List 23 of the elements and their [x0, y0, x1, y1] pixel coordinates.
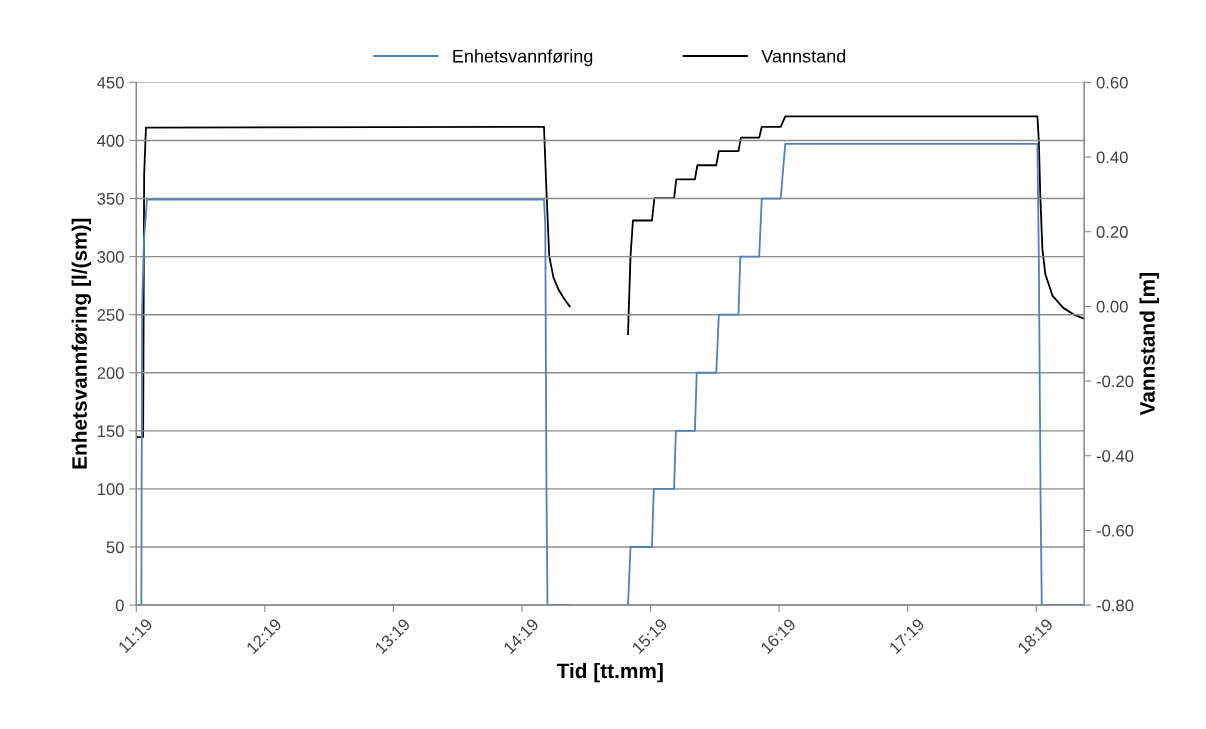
y-tick-label: 400 — [97, 134, 124, 147]
y2-tick-label: 0.40 — [1096, 151, 1128, 164]
y-tick-label: 100 — [97, 483, 124, 496]
y-tick-label: 0 — [115, 599, 124, 612]
y2-tick-label: -0.40 — [1096, 450, 1134, 462]
y2-tick-label: -0.60 — [1096, 524, 1134, 537]
y2-tick-label: -0.80 — [1096, 599, 1134, 612]
y-tick-label: 200 — [97, 367, 124, 379]
y2-tick-label: 0.00 — [1096, 300, 1128, 313]
y2-tick-label: 0.20 — [1096, 226, 1128, 238]
y-tick-label: 450 — [97, 76, 124, 89]
x-axis-title: Tid [tt.mm] — [556, 662, 663, 683]
y2-axis-title: Vannstand [m] — [1139, 273, 1159, 416]
y-tick-label: 350 — [97, 192, 124, 205]
y-tick-label: 300 — [97, 251, 124, 263]
y-tick-label: 150 — [97, 425, 124, 438]
legend-label: Enhetsvannføring — [453, 49, 593, 67]
y-tick-label: 250 — [97, 309, 124, 321]
y2-tick-label: 0.60 — [1096, 76, 1128, 89]
y2-tick-label: -0.20 — [1096, 375, 1134, 388]
y-axis-title: Enhetsvannføring [l/(sm)] — [71, 218, 92, 469]
legend-label: Vannstand — [761, 49, 846, 63]
y-tick-label: 50 — [106, 541, 124, 554]
